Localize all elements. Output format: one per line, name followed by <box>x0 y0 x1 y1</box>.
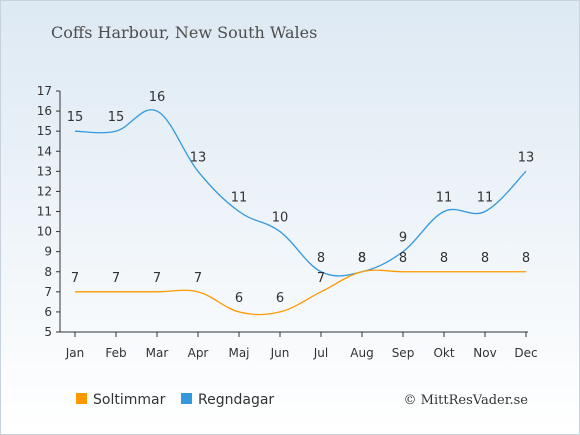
x-tick-label: Jul <box>313 346 328 360</box>
legend-label-regndagar: Regndagar <box>198 392 274 408</box>
x-tick-label: Sep <box>392 346 415 360</box>
data-label-soltimmar: 7 <box>317 271 325 286</box>
x-tick-label: Okt <box>433 346 454 360</box>
data-label-regndagar: 15 <box>67 110 84 125</box>
x-tick-label: Apr <box>188 346 209 360</box>
data-label-regndagar: 15 <box>108 110 125 125</box>
chart-title: Coffs Harbour, New South Wales <box>51 23 317 42</box>
x-tick-label: Mar <box>146 346 169 360</box>
y-tick-label: 7 <box>44 285 52 299</box>
data-label-regndagar: 13 <box>190 150 207 165</box>
data-label-regndagar: 11 <box>436 191 453 206</box>
y-tick-label: 12 <box>37 184 52 198</box>
data-label-regndagar: 10 <box>272 211 289 226</box>
data-label-soltimmar: 6 <box>235 291 243 306</box>
data-label-soltimmar: 7 <box>112 271 120 286</box>
data-label-soltimmar: 8 <box>440 251 448 266</box>
data-label-soltimmar: 8 <box>522 251 530 266</box>
x-tick-label: Nov <box>473 346 496 360</box>
legend-swatch-regndagar <box>181 393 192 404</box>
data-label-regndagar: 13 <box>518 150 535 165</box>
data-label-soltimmar: 8 <box>399 251 407 266</box>
data-label-soltimmar: 7 <box>194 271 202 286</box>
y-tick-label: 16 <box>37 104 52 118</box>
y-tick-label: 9 <box>44 245 52 259</box>
data-label-soltimmar: 7 <box>153 271 161 286</box>
data-label-soltimmar: 8 <box>358 251 366 266</box>
x-tick-label: Jan <box>65 346 85 360</box>
legend-label-soltimmar: Soltimmar <box>93 392 166 408</box>
credit-text: © MittResVader.se <box>404 393 529 408</box>
legend: Soltimmar Regndagar <box>76 392 274 408</box>
series-line-soltimmar <box>75 269 526 316</box>
y-tick-label: 11 <box>37 205 52 219</box>
data-label-soltimmar: 7 <box>71 271 79 286</box>
series-lines <box>74 109 527 316</box>
y-tick-label: 14 <box>37 144 52 158</box>
x-tick-label: Aug <box>350 346 373 360</box>
data-label-regndagar: 8 <box>317 251 325 266</box>
x-tick-label: Jun <box>270 346 290 360</box>
data-label-soltimmar: 6 <box>276 291 284 306</box>
y-tick-label: 8 <box>44 265 52 279</box>
data-label-regndagar: 16 <box>149 90 166 105</box>
x-tick-label: Dec <box>514 346 537 360</box>
legend-swatch-soltimmar <box>76 393 87 404</box>
y-tick-label: 5 <box>44 325 52 339</box>
axes: 5 6 7 8 9 10 11 12 13 14 15 16 17 Jan Feb Mar Apr Maj Jun J… <box>37 84 538 360</box>
data-label-regndagar: 8 <box>358 251 366 266</box>
data-label-regndagar: 11 <box>477 191 494 206</box>
y-tick-label: 17 <box>37 84 52 98</box>
data-label-soltimmar: 8 <box>481 251 489 266</box>
data-label-regndagar: 11 <box>231 191 248 206</box>
y-tick-label: 13 <box>37 164 52 178</box>
x-tick-label: Feb <box>105 346 126 360</box>
x-tick-label: Maj <box>228 346 249 360</box>
data-label-regndagar: 9 <box>399 231 407 246</box>
series-line-regndagar <box>74 109 527 277</box>
y-tick-label: 15 <box>37 124 52 138</box>
y-tick-label: 6 <box>44 305 52 319</box>
y-tick-label: 10 <box>37 225 52 239</box>
